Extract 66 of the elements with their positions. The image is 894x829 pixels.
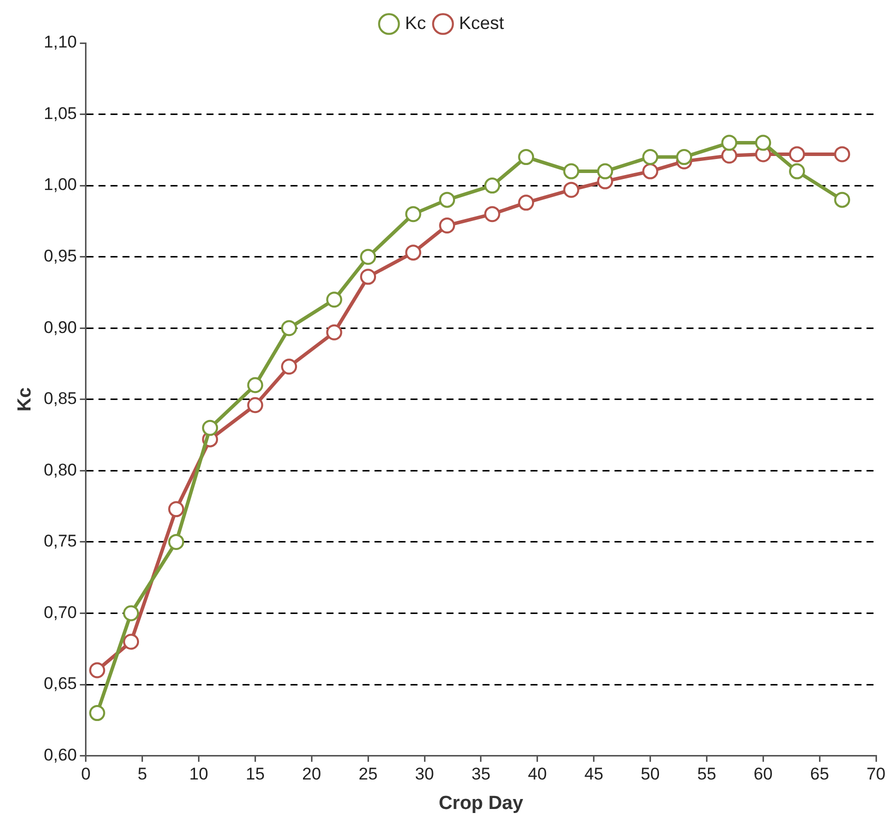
point xyxy=(642,149,658,166)
y-tick-label: 1,05 xyxy=(44,104,77,123)
x-tick-label: 65 xyxy=(810,764,830,784)
point xyxy=(597,163,614,180)
x-tick-label: 45 xyxy=(584,764,604,784)
y-tick-label: 0,90 xyxy=(44,318,77,337)
y-tick-label: 0,75 xyxy=(44,532,77,551)
x-axis-title: Crop Day xyxy=(438,792,524,814)
x-tick-label: 60 xyxy=(754,764,773,784)
point xyxy=(439,192,456,208)
point xyxy=(89,705,106,722)
point xyxy=(563,182,580,198)
x-tick-label: 15 xyxy=(246,764,265,784)
point xyxy=(360,268,376,285)
y-tick-label: 1,00 xyxy=(44,175,77,194)
point xyxy=(326,324,342,340)
point xyxy=(439,217,456,234)
point xyxy=(202,420,218,436)
point xyxy=(484,178,500,194)
y-tick-label: 1,10 xyxy=(44,32,77,52)
point xyxy=(721,148,738,164)
point xyxy=(642,163,658,180)
x-tick-label: 70 xyxy=(866,764,886,784)
y-tick-label: 0,80 xyxy=(44,460,77,480)
y-axis-title: Kc xyxy=(14,386,36,412)
y-tick-label: 0,70 xyxy=(44,602,77,622)
x-tick-label: 10 xyxy=(189,764,208,784)
x-tick-label: 30 xyxy=(415,764,434,784)
point xyxy=(168,534,184,550)
point xyxy=(405,206,422,222)
point xyxy=(676,149,692,166)
x-tick-label: 35 xyxy=(471,764,490,784)
point xyxy=(123,634,140,650)
point xyxy=(281,320,298,336)
x-tick-label: 40 xyxy=(528,764,547,784)
point xyxy=(123,605,140,622)
y-tick-label: 0,65 xyxy=(44,674,77,694)
y-tick-label: 0,85 xyxy=(44,389,77,408)
point xyxy=(834,146,850,162)
x-tick-label: 50 xyxy=(640,764,660,784)
x-tick-label: 20 xyxy=(302,764,322,784)
point xyxy=(247,377,264,394)
x-tick-label: 55 xyxy=(697,764,716,784)
point xyxy=(326,292,342,308)
y-tick-label: 0,95 xyxy=(44,246,77,266)
point xyxy=(788,146,805,162)
point xyxy=(788,163,805,180)
x-tick-label: 5 xyxy=(138,764,148,784)
x-tick-label: 25 xyxy=(358,764,378,784)
point xyxy=(518,194,534,211)
point xyxy=(168,501,184,518)
point xyxy=(721,134,738,151)
point xyxy=(281,358,298,375)
point xyxy=(484,206,500,222)
legend-label: Kc xyxy=(404,12,426,33)
point xyxy=(405,244,422,261)
point xyxy=(518,149,534,166)
point xyxy=(834,192,850,208)
point xyxy=(755,134,772,151)
point xyxy=(247,397,264,414)
point xyxy=(563,163,580,180)
x-tick-label: 0 xyxy=(81,764,91,784)
point xyxy=(89,662,106,678)
legend-label: Kcest xyxy=(458,12,504,33)
point xyxy=(360,248,376,265)
y-tick-label: 0,60 xyxy=(44,745,77,764)
